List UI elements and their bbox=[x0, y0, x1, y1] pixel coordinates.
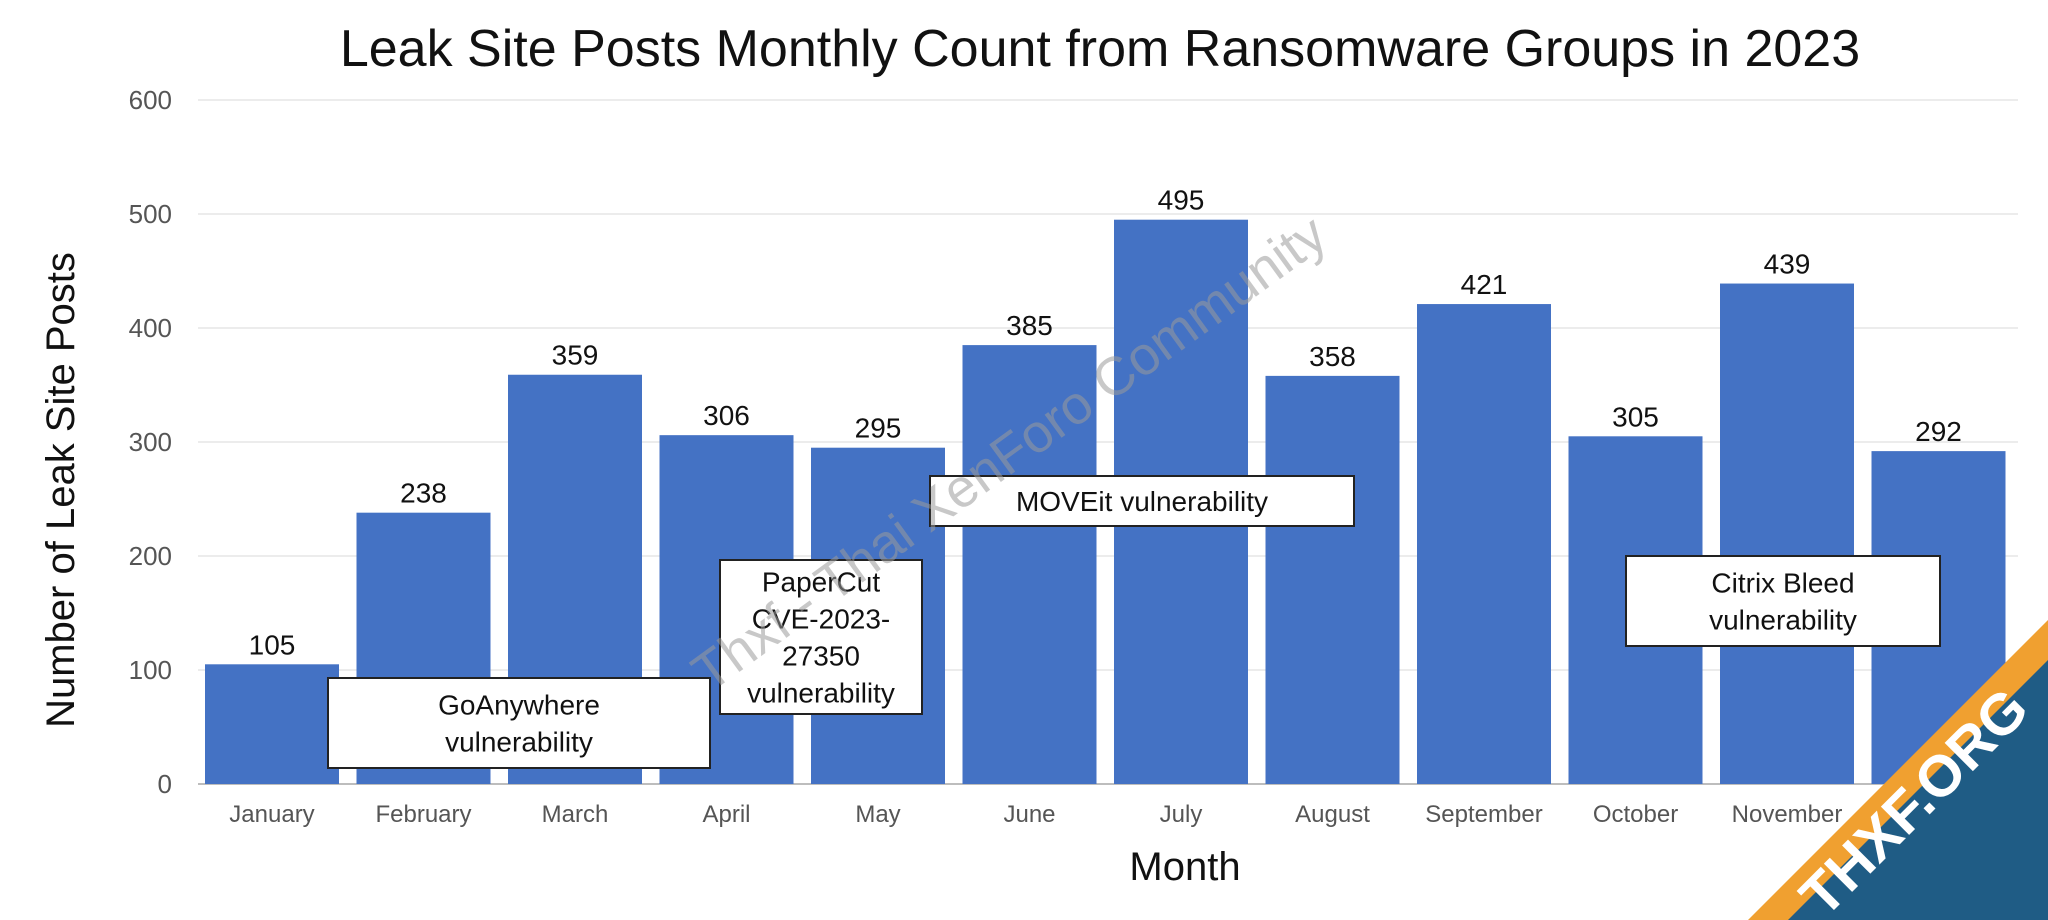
bar-september bbox=[1417, 304, 1551, 784]
y-tick-label: 500 bbox=[129, 199, 172, 229]
annotation-line: vulnerability bbox=[445, 727, 593, 758]
annotation-february: GoAnywhere vulnerability bbox=[327, 677, 711, 769]
annotation-line: 27350 bbox=[782, 641, 860, 672]
x-tick-label: September bbox=[1425, 801, 1542, 828]
annotation-line: CVE-2023- bbox=[752, 604, 891, 635]
x-tick-label: November bbox=[1732, 801, 1843, 828]
data-label: 306 bbox=[703, 400, 750, 431]
annotation-line: PaperCut bbox=[762, 567, 881, 598]
y-tick-label: 100 bbox=[129, 655, 172, 685]
data-label: 305 bbox=[1612, 401, 1659, 432]
y-tick-label: 200 bbox=[129, 541, 172, 571]
annotation-box bbox=[719, 559, 923, 715]
badge-fill bbox=[1788, 660, 2048, 920]
x-tick-label: March bbox=[542, 801, 609, 828]
data-label: 105 bbox=[249, 629, 296, 660]
bar-november bbox=[1720, 283, 1854, 784]
x-tick-label: May bbox=[855, 801, 900, 828]
bar-august bbox=[1265, 375, 1400, 784]
data-label: 358 bbox=[1309, 341, 1356, 372]
data-label: 385 bbox=[1006, 310, 1053, 341]
annotation-line: Citrix Bleed bbox=[1711, 568, 1854, 599]
x-tick-label: August bbox=[1295, 801, 1370, 828]
annotation-june: MOVEit vulnerability bbox=[929, 475, 1355, 527]
chart-title: Leak Site Posts Monthly Count from Ranso… bbox=[340, 20, 1860, 78]
annotation-november: Citrix Bleed vulnerability bbox=[1625, 555, 1941, 647]
x-tick-label: October bbox=[1593, 801, 1678, 828]
y-tick-label: 400 bbox=[129, 313, 172, 343]
y-axis-ticks: 0 100 200 300 400 500 600 bbox=[129, 85, 172, 799]
annotation-box bbox=[929, 475, 1355, 527]
annotation-line: vulnerability bbox=[1709, 605, 1857, 636]
annotation-april: PaperCut CVE-2023- 27350 vulnerability bbox=[719, 559, 923, 715]
annotation-line: GoAnywhere bbox=[438, 690, 600, 721]
y-axis-title: Number of Leak Site Posts bbox=[39, 252, 83, 728]
x-tick-label: July bbox=[1160, 801, 1203, 828]
x-axis-ticks: January February March April May June July Augu… bbox=[229, 801, 1966, 828]
annotations: GoAnywhere vulnerability PaperCut CVE-2023-… bbox=[327, 475, 1941, 769]
data-label: 238 bbox=[400, 478, 447, 509]
data-label: 292 bbox=[1915, 416, 1962, 447]
bar-june bbox=[962, 345, 1097, 784]
y-tick-label: 0 bbox=[158, 769, 172, 799]
x-tick-label: January bbox=[229, 801, 314, 828]
x-axis-title: Month bbox=[1129, 845, 1240, 889]
annotation-line: MOVEit vulnerability bbox=[1016, 486, 1268, 517]
data-label: 421 bbox=[1461, 269, 1508, 300]
data-label: 359 bbox=[552, 340, 599, 371]
x-tick-label: June bbox=[1003, 801, 1055, 828]
data-labels: 105 238 359 306 295 385 495 358 421 305 439 292 bbox=[249, 185, 1962, 661]
data-label: 495 bbox=[1158, 185, 1205, 216]
annotation-box bbox=[327, 677, 711, 769]
data-label: 439 bbox=[1764, 249, 1811, 280]
gridlines bbox=[198, 99, 2018, 785]
annotation-box bbox=[1625, 555, 1941, 647]
y-tick-label: 300 bbox=[129, 427, 172, 457]
x-tick-label: April bbox=[702, 801, 750, 828]
data-label: 295 bbox=[855, 413, 902, 444]
x-tick-label: February bbox=[375, 801, 471, 828]
y-tick-label: 600 bbox=[129, 85, 172, 115]
bar-january bbox=[205, 664, 339, 784]
annotation-line: vulnerability bbox=[747, 678, 895, 709]
